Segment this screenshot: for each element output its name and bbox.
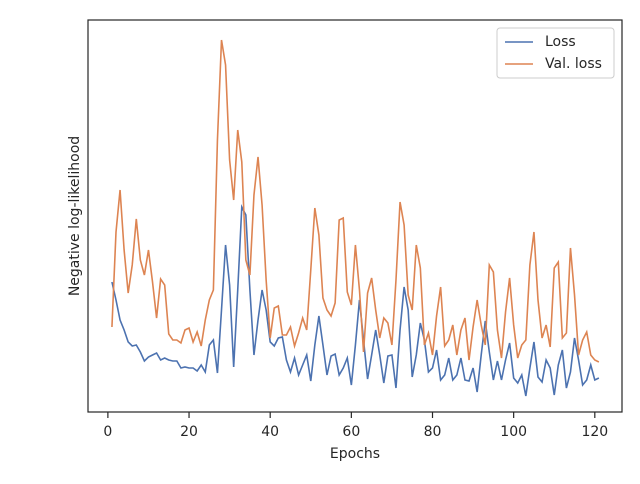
series-line [111, 203, 600, 397]
x-tick-label: 20 [180, 424, 198, 440]
x-tick-label: 40 [261, 424, 279, 440]
y-axis-label: Negative log-likelihood [67, 136, 83, 296]
plot-frame [87, 19, 623, 413]
legend-label: Loss [545, 34, 576, 50]
legend-box [496, 27, 615, 79]
legend-label: Val. loss [545, 56, 602, 72]
x-axis-label: Epochs [330, 446, 380, 462]
x-tick-label: 80 [424, 424, 442, 440]
x-tick-label: 100 [500, 424, 527, 440]
x-tick-label: 0 [103, 424, 112, 440]
series-line [111, 39, 600, 363]
x-tick-label: 120 [581, 424, 608, 440]
x-tick-label: 60 [342, 424, 360, 440]
